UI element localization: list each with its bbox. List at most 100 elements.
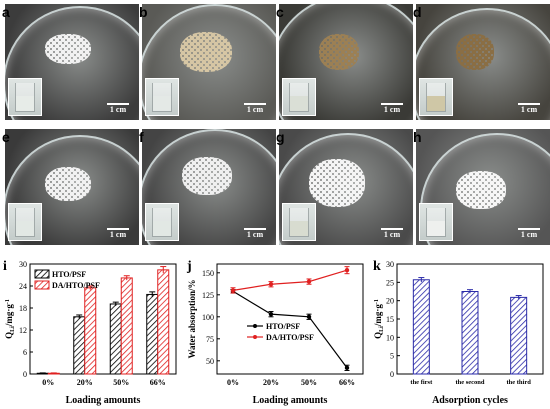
y-tick-label: 15 <box>386 315 394 324</box>
x-axis-label: Loading amounts <box>253 395 328 406</box>
y-axis-label: Water absorption/% <box>187 279 197 358</box>
y-label-unit: /mg·g <box>373 304 383 327</box>
scale-bar-line <box>244 228 266 230</box>
legend-marker <box>253 335 257 339</box>
petri-dish <box>5 6 139 120</box>
panel-letter-b: b <box>139 4 148 20</box>
photo-panel-e: 1 cm <box>5 129 139 245</box>
data-point <box>268 282 274 287</box>
y-label-unit: /mg·g <box>4 304 14 327</box>
bead-sample <box>45 167 91 201</box>
x-tick-label: 0% <box>227 378 239 387</box>
legend-label: HTO/PSF <box>52 270 86 279</box>
panel-letter-i: i <box>3 259 7 274</box>
bead-sample <box>45 34 91 64</box>
plot-frame <box>216 263 364 375</box>
legend-label: DA/HTO/PSF <box>52 281 100 290</box>
x-tick-label: the first <box>410 379 433 386</box>
panel-letter-k: k <box>373 259 381 274</box>
chart-j-svg: 50 75 100 125 150 0% 20% 50% 66% HTO/PSF DA/HTO/PS… <box>186 259 364 406</box>
beaker-glass <box>152 83 172 112</box>
beaker-glass <box>289 83 309 112</box>
scale-bar-label: 1 cm <box>383 105 401 114</box>
bead-sample <box>456 171 506 209</box>
bead-sample <box>456 34 494 70</box>
beaker-inset <box>145 203 179 241</box>
scale-bar: 1 cm <box>107 228 129 239</box>
x-tick-label: 0% <box>42 378 54 387</box>
scale-bar-label: 1 cm <box>383 230 401 239</box>
scale-bar-line <box>381 228 403 230</box>
y-label-q: Q <box>4 332 14 339</box>
bead-sample <box>182 157 232 195</box>
scale-bar-line <box>107 103 129 105</box>
beaker-inset <box>8 78 42 116</box>
y-tick-label: 100 <box>202 313 214 322</box>
scale-bar: 1 cm <box>381 103 403 114</box>
y-tick-label: 30 <box>19 260 27 269</box>
x-tick-label: 20% <box>77 378 93 387</box>
bead-sample <box>309 159 365 207</box>
y-tick-label: 5 <box>390 352 394 361</box>
scale-bar: 1 cm <box>244 103 266 114</box>
legend-swatch <box>34 269 50 279</box>
beaker-liquid <box>290 220 308 236</box>
panel-letter-e: e <box>2 129 10 145</box>
y-label-sup: -1 <box>5 299 11 304</box>
y-label-sub: Li <box>379 326 385 332</box>
bead-sample <box>319 34 359 70</box>
photo-panel-a: 1 cm <box>5 4 139 120</box>
beaker-glass <box>15 208 35 237</box>
beaker-liquid <box>16 95 34 111</box>
beaker-liquid <box>16 220 34 236</box>
x-tick-label: 66% <box>339 378 355 387</box>
y-tick-label: 0 <box>23 370 27 379</box>
series-line <box>232 269 348 291</box>
y-tick-label: 125 <box>202 291 214 300</box>
y-tick-label: 18 <box>19 304 27 313</box>
photo-panel-f: 1 cm <box>142 129 276 245</box>
scale-bar-line <box>107 228 129 230</box>
panel-letter-a: a <box>2 4 10 20</box>
y-tick-label: 50 <box>206 357 214 366</box>
plot-frame <box>29 263 177 375</box>
petri-dish <box>142 129 276 245</box>
beaker-liquid <box>427 220 445 236</box>
bar <box>510 296 528 375</box>
bar <box>157 269 170 375</box>
bar <box>146 293 159 375</box>
chart-i-svg: 0 6 12 18 24 30 0% 20% 50% 66% HTO/PSF DA/HTO/PSF Lo… <box>3 259 177 406</box>
legend-label: HTO/PSF <box>266 322 300 331</box>
x-tick-label: 66% <box>150 378 166 387</box>
panel-letter-f: f <box>139 129 144 145</box>
beaker-glass <box>15 83 35 112</box>
photo-panel-b: 1 cm <box>142 4 276 120</box>
beaker-inset <box>419 203 453 241</box>
legend-label: DA/HTO/PSF <box>266 333 314 342</box>
series-line <box>232 290 348 369</box>
y-tick-label: 20 <box>386 297 394 306</box>
y-tick-label: 25 <box>386 278 394 287</box>
chart-k-svg: 0 5 10 15 20 25 30 the first the second the third… <box>373 259 544 406</box>
beaker-glass <box>426 83 446 112</box>
panel-letter-j: j <box>186 259 192 274</box>
beaker-glass <box>289 208 309 237</box>
panel-letter-d: d <box>413 4 422 20</box>
beaker-inset <box>8 203 42 241</box>
data-point <box>344 267 350 273</box>
beaker-inset <box>282 203 316 241</box>
photo-panel-g: 1 cm <box>279 129 413 245</box>
y-tick-label: 0 <box>390 370 394 379</box>
x-tick-label: the second <box>455 379 484 386</box>
data-point <box>230 288 236 293</box>
petri-dish <box>279 133 413 245</box>
scale-bar: 1 cm <box>518 103 540 114</box>
beaker-inset <box>282 78 316 116</box>
scale-bar-label: 1 cm <box>246 105 264 114</box>
y-tick-label: 12 <box>19 326 27 335</box>
scale-bar-line <box>244 103 266 105</box>
photo-panel-h: 1 cm <box>416 129 550 245</box>
x-tick-label: 20% <box>263 378 279 387</box>
beaker-glass <box>426 208 446 237</box>
chart-i-container: 0 6 12 18 24 30 0% 20% 50% 66% HTO/PSF DA/HTO/PSF Lo… <box>0 256 182 408</box>
